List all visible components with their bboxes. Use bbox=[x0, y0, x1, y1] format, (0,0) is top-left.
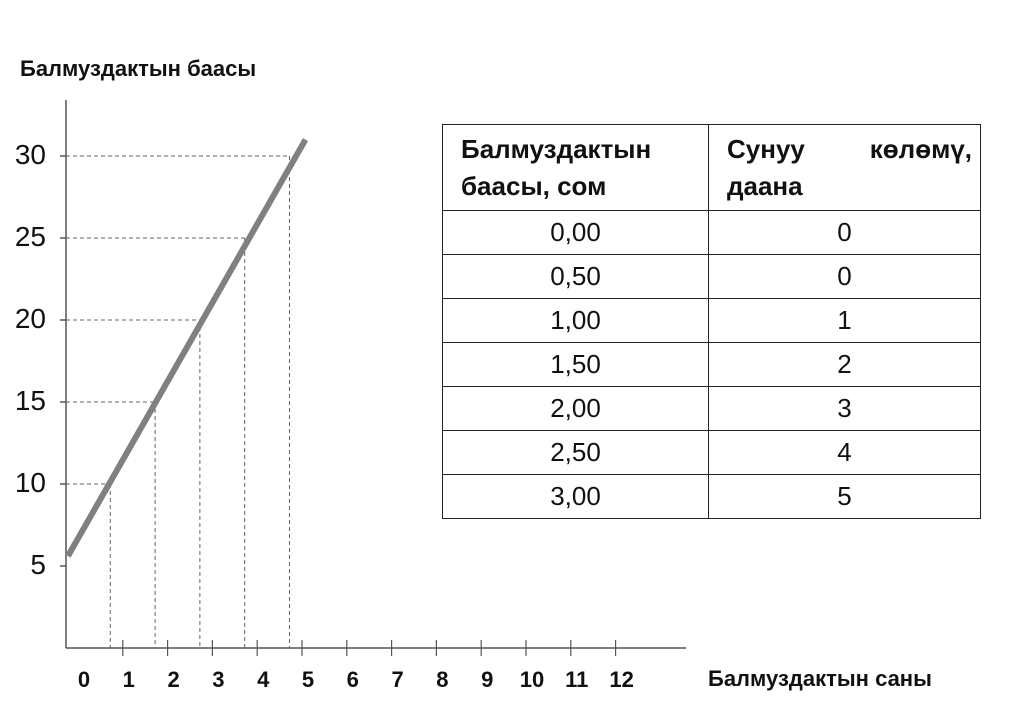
guide-lines bbox=[66, 155, 290, 648]
x-tick-label: 4 bbox=[257, 667, 270, 692]
table-row: 1,50 2 bbox=[442, 342, 981, 387]
table-body: 0,00 0 0,50 0 1,00 1 1,50 2 2,00 3 2,50 4 3,00 5 bbox=[442, 210, 981, 519]
cell-quantity: 3 bbox=[708, 386, 981, 431]
table-row: 0,50 0 bbox=[442, 254, 981, 299]
y-tick-label: 20 bbox=[14, 303, 46, 334]
x-tick-label: 3 bbox=[212, 667, 225, 692]
x-tick-label: 7 bbox=[391, 667, 404, 692]
supply-line bbox=[65, 138, 309, 558]
x-tick-label: 6 bbox=[346, 667, 359, 692]
table-header-row: Балмуздактын баасы, сом Сунуу көлөмү, да… bbox=[442, 124, 981, 211]
y-tick-label: 10 bbox=[14, 467, 46, 498]
x-tick-label: 5 bbox=[301, 667, 315, 692]
cell-price: 2,00 bbox=[442, 386, 709, 431]
cell-price: 1,50 bbox=[442, 342, 709, 387]
table-row: 2,50 4 bbox=[442, 430, 981, 475]
header-price: Балмуздактын баасы, сом bbox=[442, 124, 709, 211]
table-row: 1,00 1 bbox=[442, 298, 981, 343]
cell-quantity: 1 bbox=[708, 298, 981, 343]
x-tick-label: 8 bbox=[436, 667, 449, 692]
cell-quantity: 4 bbox=[708, 430, 981, 475]
y-tick-label: 15 bbox=[14, 385, 46, 416]
table-row: 2,00 3 bbox=[442, 386, 981, 431]
y-axis-label: Балмуздактын баасы bbox=[20, 56, 257, 81]
x-tick-label: 10 bbox=[519, 667, 545, 692]
cell-price: 0,50 bbox=[442, 254, 709, 299]
x-tick-marks bbox=[122, 640, 617, 656]
x-tick-label: 12 bbox=[609, 667, 634, 692]
supply-table: Балмуздактын баасы, сом Сунуу көлөмү, да… bbox=[442, 124, 981, 519]
y-tick-marks bbox=[60, 155, 66, 567]
x-tick-label: 9 bbox=[481, 667, 494, 692]
cell-quantity: 0 bbox=[708, 254, 981, 299]
header-quantity: Сунуу көлөмү, даана bbox=[708, 124, 981, 211]
y-tick-label: 25 bbox=[14, 221, 46, 252]
y-tick-label: 30 bbox=[14, 139, 46, 170]
x-tick-label: 1 bbox=[122, 667, 135, 692]
cell-quantity: 0 bbox=[708, 210, 981, 255]
cell-quantity: 5 bbox=[708, 474, 981, 519]
x-axis-label: Балмуздактын саны bbox=[708, 666, 932, 691]
cell-price: 3,00 bbox=[442, 474, 709, 519]
x-tick-label: 2 bbox=[167, 667, 180, 692]
table-row: 0,00 0 bbox=[442, 210, 981, 255]
x-tick-label: 0 bbox=[77, 667, 91, 692]
x-tick-label: 11 bbox=[565, 667, 589, 692]
cell-price: 1,00 bbox=[442, 298, 709, 343]
cell-quantity: 2 bbox=[708, 342, 981, 387]
y-tick-label: 5 bbox=[30, 549, 46, 580]
cell-price: 2,50 bbox=[442, 430, 709, 475]
cell-price: 0,00 bbox=[442, 210, 709, 255]
table-row: 3,00 5 bbox=[442, 474, 981, 519]
